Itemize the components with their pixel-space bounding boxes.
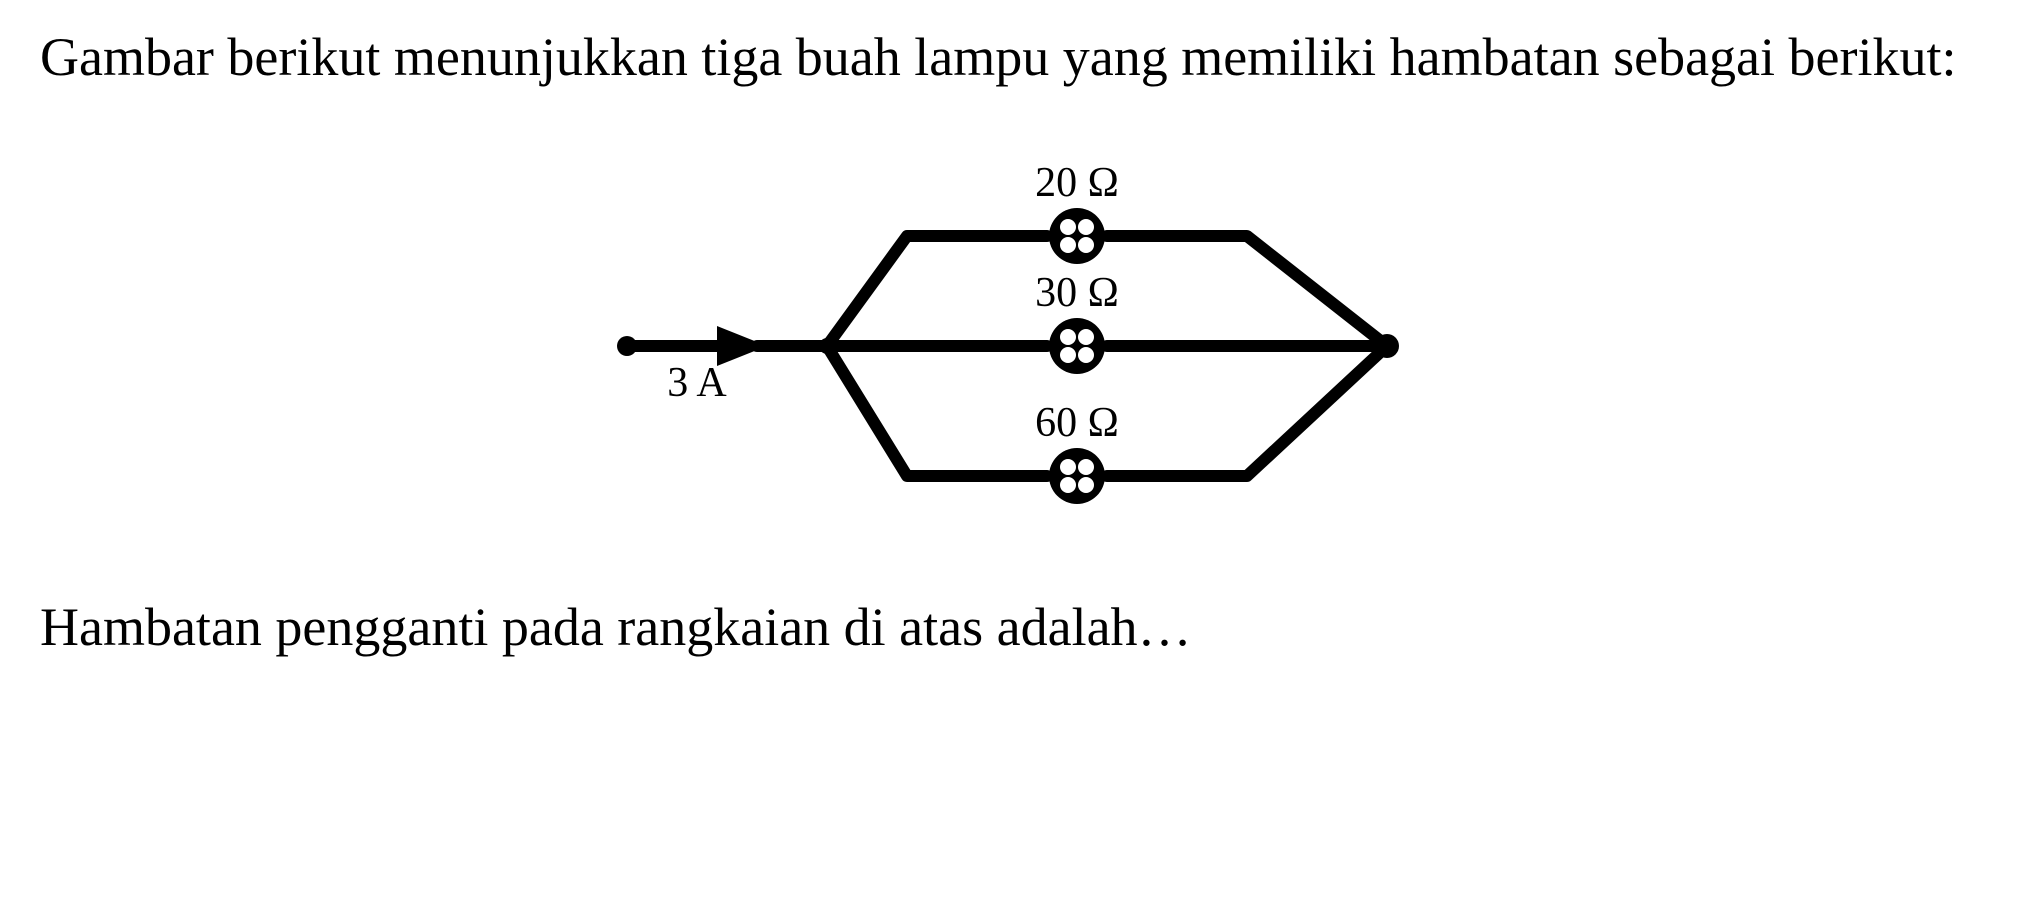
current-label: 3 A (667, 360, 727, 406)
top-branch-right (1107, 236, 1387, 346)
question-intro: Gambar berikut menunjukkan tiga buah lam… (40, 20, 1994, 96)
circuit-diagram: 3 A 20 Ω 30 Ω (567, 136, 1467, 556)
lamp-3-label: 60 Ω (1035, 400, 1119, 446)
lamp-1 (1049, 208, 1105, 264)
top-branch-left (827, 236, 1047, 346)
circuit-diagram-container: 3 A 20 Ω 30 Ω (40, 136, 1994, 556)
bottom-branch-left (827, 346, 1047, 476)
bottom-branch-right (1107, 346, 1387, 476)
lamp-1-label: 20 Ω (1035, 160, 1119, 206)
right-junction-node (1375, 334, 1399, 358)
lamp-2-label: 30 Ω (1035, 270, 1119, 316)
lamp-3 (1049, 448, 1105, 504)
question-outro: Hambatan pengganti pada rangkaian di ata… (40, 596, 1994, 658)
lamp-2 (1049, 318, 1105, 374)
